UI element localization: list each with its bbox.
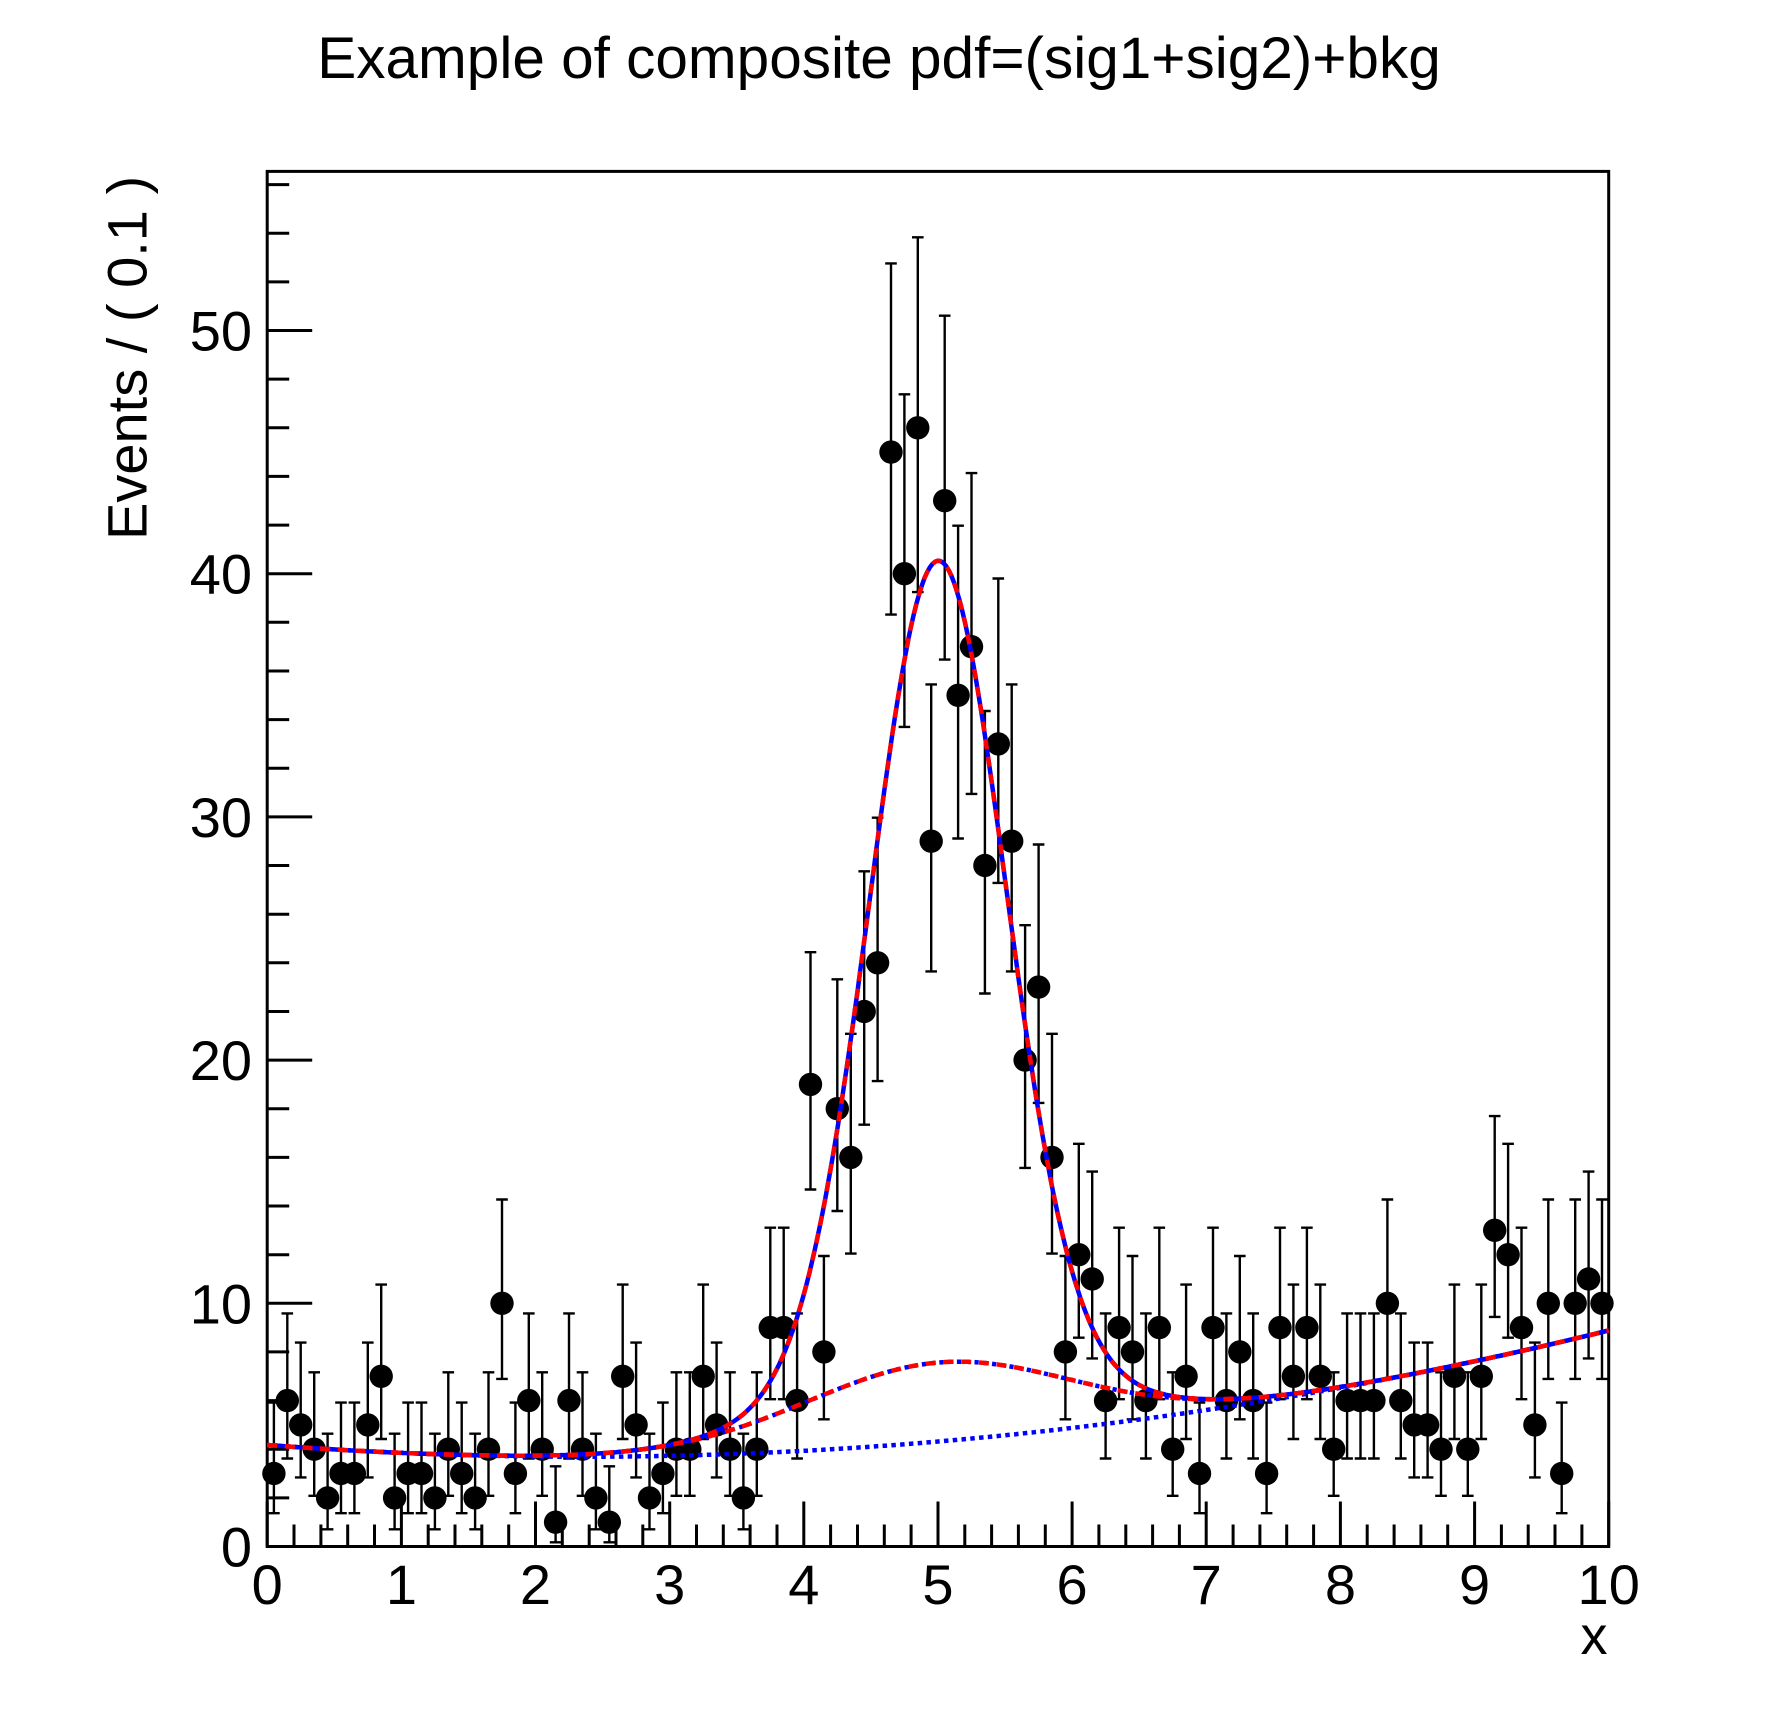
svg-text:x: x (1581, 1606, 1608, 1666)
svg-text:9: 9 (1459, 1553, 1490, 1616)
svg-text:5: 5 (922, 1553, 953, 1616)
svg-text:2: 2 (520, 1553, 551, 1616)
svg-text:8: 8 (1325, 1553, 1356, 1616)
svg-text:Example of composite pdf=(sig1: Example of composite pdf=(sig1+sig2)+bkg (317, 26, 1441, 91)
svg-text:Events / ( 0.1 ): Events / ( 0.1 ) (96, 176, 159, 540)
svg-text:40: 40 (190, 543, 252, 606)
svg-text:10: 10 (1578, 1553, 1640, 1616)
svg-text:7: 7 (1191, 1553, 1222, 1616)
svg-text:10: 10 (190, 1272, 252, 1335)
svg-text:0: 0 (252, 1553, 283, 1616)
svg-text:50: 50 (190, 300, 252, 363)
svg-text:0: 0 (221, 1516, 252, 1579)
svg-text:30: 30 (190, 786, 252, 849)
svg-text:6: 6 (1057, 1553, 1088, 1616)
svg-text:1: 1 (386, 1553, 417, 1616)
svg-text:4: 4 (788, 1553, 819, 1616)
svg-text:3: 3 (654, 1553, 685, 1616)
svg-text:20: 20 (190, 1029, 252, 1092)
